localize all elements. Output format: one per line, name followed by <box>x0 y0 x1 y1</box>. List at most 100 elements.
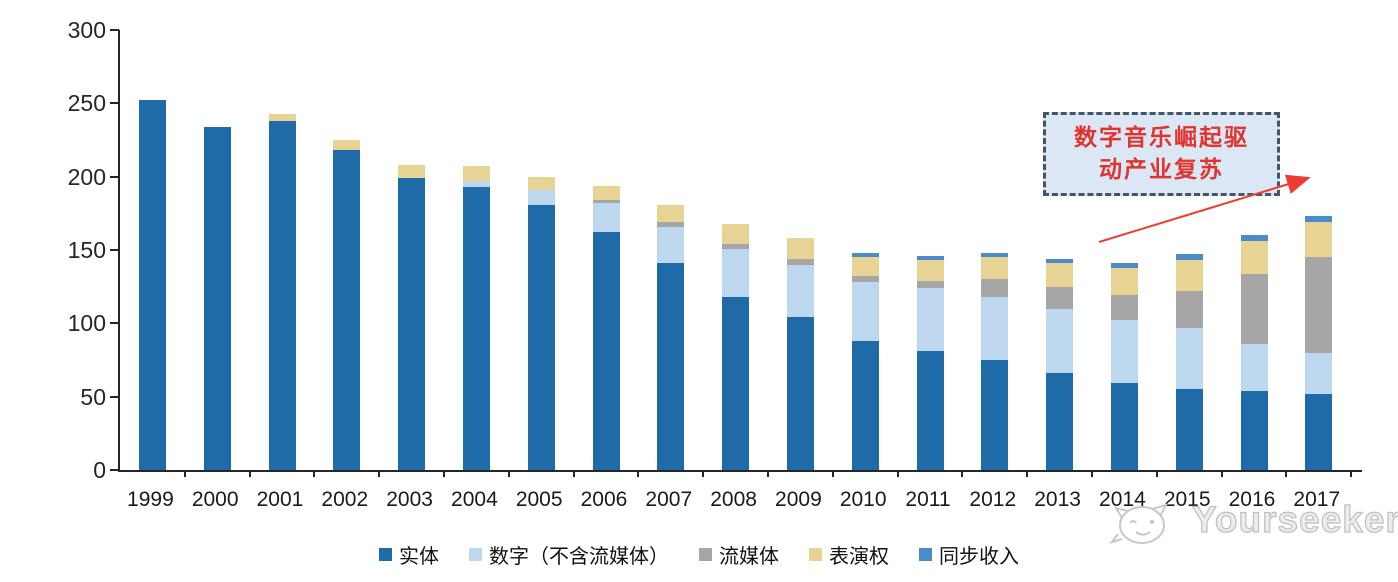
bar-segment-实体 <box>981 360 1009 470</box>
annotation-box: 数字音乐崛起驱 动产业复苏 <box>1043 112 1280 196</box>
y-axis-tick <box>110 249 119 251</box>
bar-group-2011 <box>916 255 944 470</box>
bar-segment-数字（不含流媒体） <box>981 296 1009 360</box>
bar-segment-实体 <box>916 351 944 470</box>
x-axis-tick <box>1350 470 1353 477</box>
bar-segment-流媒体 <box>786 258 814 265</box>
bar-segment-同步收入 <box>851 252 879 258</box>
bar-segment-表演权 <box>527 176 555 190</box>
legend-label: 流媒体 <box>719 546 779 568</box>
x-axis-tick <box>1220 470 1223 477</box>
x-axis-tick <box>831 470 834 477</box>
bar-segment-实体 <box>592 232 620 470</box>
legend-swatch <box>809 548 822 561</box>
x-axis-label: 2016 <box>1228 488 1276 511</box>
bar-segment-流媒体 <box>722 244 750 249</box>
y-axis-tick <box>110 395 119 398</box>
x-axis-label: 2003 <box>386 488 433 511</box>
bar-segment-数字（不含流媒体） <box>1046 308 1074 374</box>
x-axis-tick <box>961 470 964 477</box>
bar-segment-流媒体 <box>592 200 620 204</box>
bar-segment-数字（不含流媒体） <box>1175 327 1203 390</box>
x-axis-label: 2008 <box>710 488 757 511</box>
bar-segment-实体 <box>1305 393 1333 470</box>
y-axis-label: 150 <box>67 237 106 263</box>
bar-segment-流媒体 <box>657 222 685 227</box>
bar-segment-表演权 <box>916 260 944 281</box>
y-axis-label: 200 <box>67 163 106 190</box>
legend-swatch <box>699 548 712 561</box>
x-axis-label: 2007 <box>645 488 693 511</box>
bar-group-2010 <box>851 252 879 470</box>
annotation-text-line2: 动产业复苏 <box>1099 157 1224 182</box>
bar-group-2013 <box>1046 258 1074 470</box>
bar-segment-表演权 <box>398 164 426 179</box>
bar-segment-表演权 <box>1110 267 1138 296</box>
bar-group-2005 <box>527 176 555 470</box>
bar-segment-表演权 <box>268 113 296 121</box>
bar-segment-数字（不含流媒体） <box>527 189 555 205</box>
bar-segment-实体 <box>462 186 490 470</box>
bar-segment-数字（不含流媒体） <box>1110 320 1138 384</box>
bar-segment-数字（不含流媒体） <box>1305 352 1333 394</box>
y-axis-tick <box>110 469 119 471</box>
bar-segment-数字（不含流媒体） <box>722 248 750 297</box>
x-axis-tick <box>313 470 316 477</box>
bar-segment-流媒体 <box>1175 291 1203 328</box>
bar-segment-数字（不含流媒体） <box>657 226 685 264</box>
bar-segment-同步收入 <box>1046 258 1074 264</box>
x-axis-label: 2002 <box>321 488 369 511</box>
annotation-text-line1: 数字音乐崛起驱 <box>1074 125 1249 150</box>
bar-segment-表演权 <box>1046 263 1074 287</box>
y-axis-label: 300 <box>67 17 106 43</box>
bar-segment-实体 <box>398 178 426 470</box>
bar-segment-实体 <box>203 126 231 470</box>
bar-segment-实体 <box>722 296 750 470</box>
x-axis-tick <box>248 470 251 477</box>
x-axis-label: 2004 <box>451 488 498 511</box>
legend-item: 数字（不含流媒体） <box>469 540 669 569</box>
y-axis-tick <box>110 322 119 325</box>
bar-segment-同步收入 <box>1110 263 1138 268</box>
bar-segment-表演权 <box>657 204 685 223</box>
bar-segment-数字（不含流媒体） <box>851 282 879 341</box>
bar-group-1999 <box>138 100 166 470</box>
legend-item: 流媒体 <box>699 540 779 569</box>
bar-segment-表演权 <box>722 223 750 245</box>
x-axis-tick <box>507 470 510 477</box>
x-axis-tick <box>1155 470 1158 477</box>
yourseeker-logo <box>1109 503 1169 544</box>
bar-group-2009 <box>786 238 814 470</box>
bar-group-2004 <box>462 166 490 470</box>
bar-group-2017 <box>1305 216 1333 470</box>
y-axis-label: 100 <box>67 310 106 337</box>
bar-segment-实体 <box>786 317 814 470</box>
y-axis-label: 0 <box>93 457 106 483</box>
x-axis-label: 2006 <box>580 488 628 511</box>
bar-segment-同步收入 <box>916 255 944 261</box>
bar-segment-同步收入 <box>1305 216 1333 223</box>
x-axis-tick <box>572 470 575 477</box>
bar-segment-流媒体 <box>1046 286 1074 309</box>
legend-swatch <box>469 548 482 561</box>
x-axis-label: 2005 <box>515 488 563 511</box>
bar-segment-流媒体 <box>1110 295 1138 321</box>
bar-segment-数字（不含流媒体） <box>786 264 814 318</box>
bar-group-2006 <box>592 185 620 470</box>
bar-group-2015 <box>1175 254 1203 470</box>
bar-segment-实体 <box>1046 373 1074 470</box>
bar-segment-实体 <box>527 204 555 470</box>
bar-segment-实体 <box>1175 389 1203 470</box>
legend-item: 同步收入 <box>919 540 1019 569</box>
bar-segment-流媒体 <box>1240 273 1268 344</box>
x-axis-label: 2013 <box>1034 488 1081 511</box>
x-axis-tick <box>767 470 769 477</box>
bar-group-2014 <box>1110 263 1138 470</box>
bar-group-2001 <box>268 113 296 470</box>
bar-segment-表演权 <box>1175 260 1203 292</box>
legend-item: 表演权 <box>809 540 889 569</box>
watermark: Yourseeker <box>1108 494 1398 546</box>
bar-segment-表演权 <box>851 257 879 277</box>
legend-label: 同步收入 <box>939 546 1019 568</box>
